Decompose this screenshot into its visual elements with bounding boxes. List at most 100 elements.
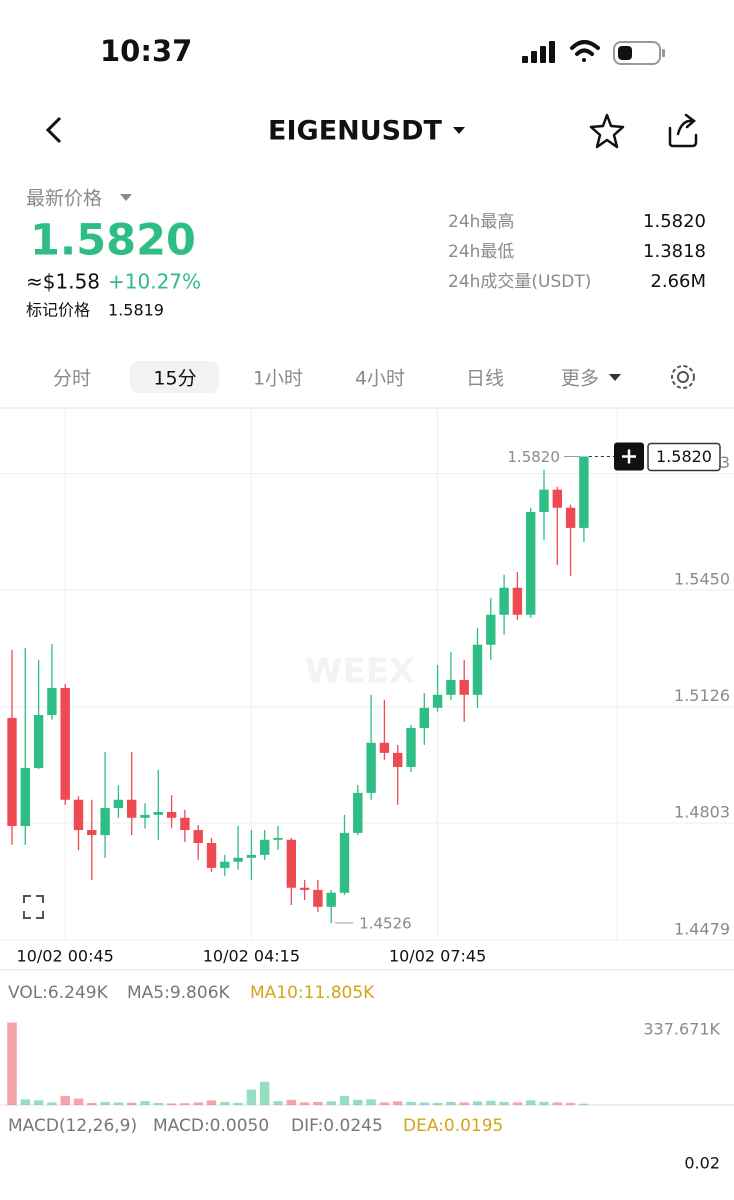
signal xyxy=(522,41,555,63)
candle-body xyxy=(140,814,150,818)
candle-body xyxy=(127,799,137,818)
macd-legend: MACD:0.0050 xyxy=(153,1116,269,1136)
battery xyxy=(613,41,665,65)
symbol[interactable]: EIGENUSDT xyxy=(268,116,442,147)
volume-bar xyxy=(526,1100,536,1105)
fullscreen[interactable] xyxy=(23,895,44,919)
dropdown xyxy=(120,194,132,201)
candle-body xyxy=(113,799,124,809)
candle-body xyxy=(379,742,390,753)
volume-bar xyxy=(246,1089,257,1105)
x-tick-label: 10/02 00:45 xyxy=(17,947,114,966)
candle-body xyxy=(299,887,310,890)
volume-bar xyxy=(406,1101,416,1105)
favorite[interactable] xyxy=(589,113,625,149)
candle-body xyxy=(47,687,57,716)
candle-body xyxy=(419,707,429,728)
volume-bar xyxy=(87,1102,97,1105)
candle-body xyxy=(472,644,483,695)
candle-body xyxy=(539,489,549,513)
candle-body xyxy=(339,832,350,893)
volume-bar xyxy=(180,1103,190,1105)
volume-bar xyxy=(286,1099,296,1105)
share[interactable] xyxy=(668,113,698,148)
volume-bar xyxy=(47,1102,57,1105)
y-tick-label: 1.5450 xyxy=(674,569,730,588)
volume-bar xyxy=(499,1101,509,1105)
volume-bar xyxy=(379,1102,390,1105)
tab[interactable]: 更多 xyxy=(561,368,599,390)
candle-body xyxy=(499,587,509,615)
macd-tick-label: 0.02 xyxy=(684,1154,720,1173)
tab[interactable]: 1小时 xyxy=(253,368,303,390)
volume-bar xyxy=(446,1101,456,1105)
candle-body xyxy=(353,792,363,833)
usd-price: ≈$1.58 xyxy=(26,270,100,294)
volume-bar xyxy=(339,1095,350,1105)
volume-bar xyxy=(539,1101,549,1105)
candle-body xyxy=(20,768,30,827)
candle-body xyxy=(87,830,97,836)
symbol-dropdown[interactable] xyxy=(453,127,465,134)
vol-legend: MA10:11.805K xyxy=(250,983,375,1003)
back-button[interactable] xyxy=(45,116,62,144)
macd-legend: MACD(12,26,9) xyxy=(8,1116,137,1136)
vol-tick-label: 337.671K xyxy=(643,1020,720,1039)
clock: 10:37 xyxy=(100,34,192,68)
volume-bar xyxy=(326,1101,336,1105)
volume-bar xyxy=(260,1081,270,1105)
more-dropdown xyxy=(609,374,621,381)
change: +10.27% xyxy=(108,270,201,294)
candle-body xyxy=(180,817,190,831)
volume-bar xyxy=(206,1100,217,1105)
vol-legend: MA5:9.806K xyxy=(127,983,231,1003)
volume-bar xyxy=(233,1102,243,1105)
price-tag-plus xyxy=(622,449,636,464)
candle-body xyxy=(446,680,456,695)
volume-bar xyxy=(73,1098,84,1105)
candle-body xyxy=(60,687,70,800)
volume-bar xyxy=(193,1102,203,1105)
volume-bar xyxy=(419,1102,429,1105)
volume-bar xyxy=(100,1101,110,1105)
volume-bar xyxy=(565,1102,576,1105)
volume-bar xyxy=(33,1100,44,1105)
last-price-label: 最新价格 xyxy=(26,188,102,210)
candle-body xyxy=(552,489,562,508)
candle-body xyxy=(33,715,44,769)
y-tick-label: 1.4803 xyxy=(674,803,730,822)
candle-body xyxy=(73,799,84,831)
tab[interactable]: 分时 xyxy=(53,368,91,390)
last-price: 1.5820 xyxy=(30,216,196,266)
price-tag: 1.5820 xyxy=(656,447,712,466)
y-tick-label: 1.4479 xyxy=(674,920,730,939)
macd-legend: DEA:0.0195 xyxy=(403,1116,503,1136)
volume-bar xyxy=(579,1103,589,1105)
candle-body xyxy=(246,854,257,858)
candle-body xyxy=(459,680,469,695)
vol-legend: VOL:6.249K xyxy=(8,983,109,1003)
tab[interactable]: 15分 xyxy=(153,368,196,390)
tab[interactable]: 4小时 xyxy=(355,368,405,390)
candle-body xyxy=(393,752,403,767)
volume-bar xyxy=(60,1095,70,1105)
volume-bar xyxy=(20,1099,30,1105)
volume-bar xyxy=(552,1102,562,1105)
stat-label: 24h最低 xyxy=(448,242,514,262)
candle-body xyxy=(526,512,536,615)
volume-bar xyxy=(299,1102,310,1105)
volume-bar xyxy=(313,1101,323,1105)
tab[interactable]: 日线 xyxy=(466,368,504,390)
volume-bar xyxy=(113,1102,124,1105)
candle-body xyxy=(220,861,230,868)
volume-bar xyxy=(432,1102,443,1105)
stat-value: 1.3818 xyxy=(643,241,706,262)
volume-bar xyxy=(153,1102,163,1105)
volume-bar xyxy=(220,1101,230,1105)
settings[interactable] xyxy=(671,365,695,389)
candle-body xyxy=(406,728,416,767)
stat-label: 24h最高 xyxy=(448,212,514,232)
candle-body xyxy=(166,812,177,818)
candle-body xyxy=(273,837,283,840)
